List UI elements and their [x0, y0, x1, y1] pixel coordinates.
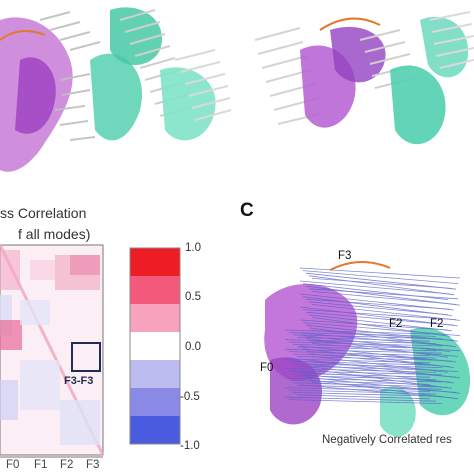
colorbar-tick-1: 1.0 [185, 242, 201, 254]
correlation-line [299, 319, 449, 331]
correlation-line [302, 283, 449, 300]
fragment-label-f0: F0 [260, 362, 274, 374]
axis-tick-f1: F1 [34, 459, 48, 471]
correlation-line [284, 396, 437, 402]
correlation-line [284, 368, 437, 373]
correlation-line [296, 336, 431, 342]
colorbar-segment [130, 304, 180, 333]
colorbar-tick-neg1: -1.0 [180, 440, 200, 452]
panel-c-letter: C [240, 200, 254, 221]
correlation-line [284, 348, 443, 354]
correlation-line [305, 298, 451, 310]
cross-correlation-title-line1: ss Correlation [0, 205, 87, 221]
colorbar-tick-neg05: -0.5 [180, 391, 200, 403]
colorbar-segment [130, 248, 180, 277]
correlation-line [292, 344, 431, 349]
correlation-line [288, 332, 437, 337]
correlation-line [288, 370, 443, 376]
correlation-line [288, 380, 431, 385]
correlation-line [308, 288, 459, 300]
correlation-line [311, 291, 457, 305]
correlation-line [308, 301, 449, 316]
correlation-line [311, 304, 461, 321]
correlation-line [299, 280, 451, 295]
correlation-line [305, 285, 461, 306]
correlation-line [296, 356, 443, 361]
correlation-line [299, 371, 451, 383]
colorbar-tick-05: 0.5 [185, 291, 201, 303]
correlation-line [284, 339, 437, 344]
correlation-line [288, 360, 437, 366]
correlation-line [308, 379, 459, 400]
correlation-line [296, 365, 431, 371]
fragment-label-f2-left: F2 [389, 318, 403, 330]
correlation-line [302, 322, 461, 336]
colorbar-segment [130, 360, 180, 389]
colorbar-segment [130, 332, 180, 361]
correlation-line [288, 389, 437, 395]
colorbar [129, 247, 181, 445]
correlation-line [302, 270, 459, 284]
correlation-line [288, 351, 431, 356]
correlation-line [284, 329, 431, 335]
correlation-line [308, 314, 453, 332]
correlation-line [302, 296, 453, 316]
correlation-line [292, 334, 443, 340]
correlation-heatmap [0, 244, 105, 458]
correlation-line [299, 306, 459, 327]
correlation-line [296, 375, 437, 380]
correlation-line [302, 309, 457, 320]
cross-correlation-title: ss Correlation f all modes) [0, 203, 90, 245]
colorbar-segment [130, 276, 180, 305]
correlation-line [311, 369, 453, 389]
correlation-line [302, 361, 459, 372]
colorbar-segment [130, 388, 180, 417]
correlation-line [305, 337, 449, 358]
protein-structure-panel-c [264, 260, 470, 437]
correlation-line [284, 387, 431, 392]
correlation-line [284, 377, 443, 383]
fragment-label-f3: F3 [338, 250, 352, 262]
correlation-line [292, 372, 431, 378]
colorbar-border [129, 247, 181, 445]
correlation-line [292, 353, 437, 359]
correlation-line [284, 358, 431, 364]
protein-structure-top-right [254, 11, 474, 145]
correlation-line [305, 311, 455, 326]
correlation-line [288, 399, 443, 404]
colorbar-tick-0: 0.0 [185, 341, 201, 353]
colorbar-segment [130, 416, 180, 445]
correlation-line [299, 267, 461, 279]
correlation-line [296, 394, 431, 400]
f3-f3-box-label: F3-F3 [64, 375, 94, 387]
correlation-line [302, 348, 455, 368]
correlation-line [296, 384, 443, 390]
correlation-line [311, 278, 453, 289]
correlation-line [296, 346, 437, 352]
correlation-line [292, 382, 437, 388]
correlation-line [292, 363, 443, 368]
axis-tick-f0: F0 [6, 459, 20, 471]
axis-tick-f3: F3 [86, 459, 100, 471]
cross-correlation-title-line2: f all modes) [18, 226, 91, 242]
axis-tick-f2: F2 [60, 459, 74, 471]
protein-structure-top-left [0, 7, 232, 172]
correlation-line [308, 340, 461, 352]
fragment-label-f2-right: F2 [430, 318, 444, 330]
f3-f3-highlight-box [71, 342, 101, 372]
correlation-line [288, 341, 443, 347]
negatively-correlated-label: Negatively Correlated res [322, 434, 452, 446]
correlation-line [292, 392, 443, 397]
correlation-line [308, 275, 455, 296]
